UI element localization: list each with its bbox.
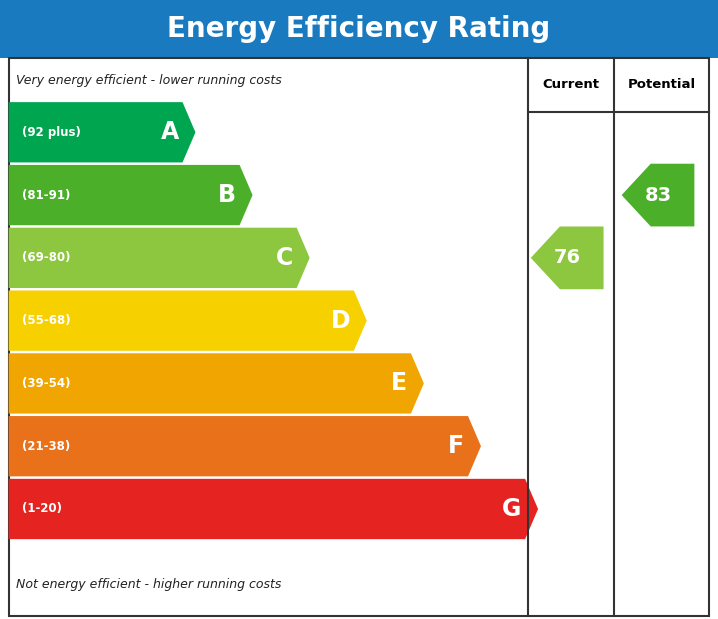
- Text: F: F: [448, 434, 465, 458]
- Text: G: G: [502, 497, 521, 521]
- Text: Current: Current: [542, 78, 600, 92]
- Polygon shape: [9, 102, 195, 162]
- Polygon shape: [9, 416, 481, 477]
- Text: Potential: Potential: [628, 78, 696, 92]
- Text: C: C: [276, 246, 293, 270]
- Text: (81-91): (81-91): [22, 189, 70, 202]
- Text: (69-80): (69-80): [22, 251, 70, 264]
- Polygon shape: [531, 227, 604, 289]
- Polygon shape: [9, 479, 538, 539]
- Polygon shape: [9, 353, 424, 413]
- Polygon shape: [9, 290, 367, 351]
- Text: Energy Efficiency Rating: Energy Efficiency Rating: [167, 15, 551, 43]
- FancyBboxPatch shape: [9, 58, 709, 616]
- Polygon shape: [9, 228, 309, 288]
- Text: D: D: [330, 309, 350, 332]
- Text: Not energy efficient - higher running costs: Not energy efficient - higher running co…: [16, 578, 281, 592]
- Polygon shape: [622, 163, 694, 227]
- Text: 83: 83: [645, 186, 671, 204]
- Polygon shape: [0, 0, 718, 58]
- Text: (1-20): (1-20): [22, 503, 62, 516]
- Text: 76: 76: [554, 248, 581, 267]
- Text: (92 plus): (92 plus): [22, 126, 80, 139]
- Text: A: A: [161, 120, 179, 144]
- Text: (39-54): (39-54): [22, 377, 70, 390]
- Text: Very energy efficient - lower running costs: Very energy efficient - lower running co…: [16, 74, 281, 87]
- Text: B: B: [218, 183, 236, 207]
- Text: (55-68): (55-68): [22, 314, 70, 327]
- Text: (21-38): (21-38): [22, 439, 70, 452]
- Text: E: E: [391, 371, 407, 396]
- Polygon shape: [9, 165, 253, 225]
